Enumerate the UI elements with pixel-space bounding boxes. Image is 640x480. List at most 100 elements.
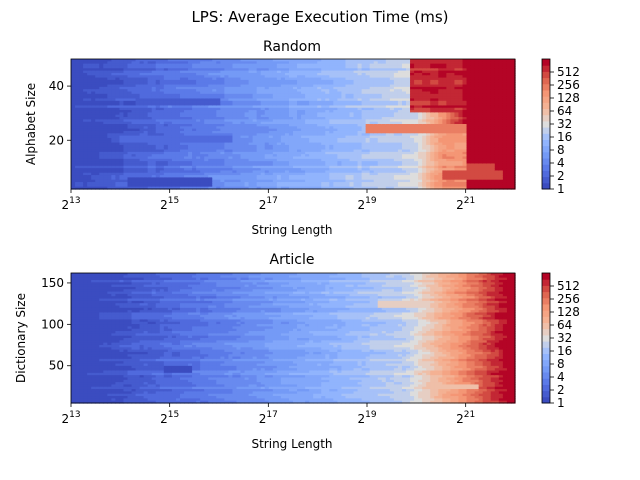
heatmap-cell xyxy=(305,156,310,160)
heatmap-cell xyxy=(272,133,278,137)
heatmap-cell xyxy=(135,110,141,113)
heatmap-cell xyxy=(155,75,161,79)
heatmap-cell xyxy=(393,77,399,81)
heatmap-cell xyxy=(406,119,411,123)
heatmap-cell xyxy=(410,59,415,62)
heatmap-cell xyxy=(103,93,108,97)
heatmap-cell xyxy=(422,156,427,160)
heatmap-cell xyxy=(87,170,92,174)
heatmap-cell xyxy=(389,65,395,69)
heatmap-cell xyxy=(317,156,322,160)
heatmap-cell xyxy=(284,110,290,113)
heatmap-cell xyxy=(107,163,112,167)
heatmap-cell xyxy=(75,156,80,160)
heatmap-cell xyxy=(103,154,108,158)
heatmap-cell xyxy=(329,70,334,74)
heatmap-cell xyxy=(276,130,282,134)
heatmap-cell xyxy=(349,130,355,134)
heatmap-cell xyxy=(103,163,108,167)
heatmap-cell xyxy=(216,128,221,132)
heatmap-cell xyxy=(406,140,411,144)
heatmap-cell xyxy=(389,98,395,102)
heatmap-cell xyxy=(410,149,415,153)
heatmap-cell xyxy=(284,168,290,172)
heatmap-cell xyxy=(385,68,391,72)
heatmap-cell xyxy=(313,130,318,134)
heatmap-cell xyxy=(95,163,100,167)
heatmap-cell xyxy=(284,112,290,116)
heatmap-cell xyxy=(353,163,359,167)
heatmap-cell xyxy=(309,184,314,188)
heatmap-cell xyxy=(111,70,116,74)
heatmap-cell xyxy=(293,149,298,153)
heatmap-cell xyxy=(397,144,403,148)
heatmap-cell xyxy=(204,100,209,104)
heatmap-cell xyxy=(115,79,121,83)
heatmap-cell xyxy=(87,86,92,90)
heatmap-cell xyxy=(353,100,359,104)
heatmap-cell xyxy=(123,59,129,62)
heatmap-cell xyxy=(401,117,407,120)
heatmap-cell xyxy=(297,179,302,183)
heatmap-cell xyxy=(349,70,355,74)
heatmap-cell xyxy=(305,161,310,165)
heatmap-cell xyxy=(414,117,419,120)
heatmap-cell xyxy=(91,137,96,141)
heatmap-cell xyxy=(111,184,116,188)
heatmap-cell xyxy=(147,186,153,190)
heatmap-cell xyxy=(220,100,225,104)
heatmap-cell xyxy=(188,110,193,113)
heatmap-cell xyxy=(200,61,205,65)
heatmap-cell xyxy=(171,68,177,72)
heatmap-cell xyxy=(268,75,274,79)
heatmap-cell xyxy=(123,154,129,158)
heatmap-cell xyxy=(268,130,274,134)
heatmap-cell xyxy=(83,96,88,100)
heatmap-cell xyxy=(159,103,165,107)
heatmap-cell xyxy=(280,63,286,67)
heatmap-cell xyxy=(83,89,88,93)
heatmap-cell xyxy=(272,151,278,155)
heatmap-cell xyxy=(232,121,238,125)
heatmap-cell xyxy=(418,96,423,100)
heatmap-cell xyxy=(179,93,185,97)
heatmap-cell xyxy=(163,182,169,185)
heatmap-cell xyxy=(401,140,407,144)
heatmap-cell xyxy=(418,79,423,83)
heatmap-cell xyxy=(99,100,104,104)
heatmap-cell xyxy=(220,93,225,97)
heatmap-cell xyxy=(317,61,322,65)
heatmap-cell xyxy=(301,179,306,183)
heatmap-cell xyxy=(260,179,266,183)
heatmap-cell xyxy=(248,89,254,93)
heatmap-cell xyxy=(369,68,375,72)
heatmap-cell xyxy=(381,170,387,174)
heatmap-cell xyxy=(389,89,395,93)
heatmap-cell xyxy=(147,137,153,141)
heatmap-cell xyxy=(91,182,96,185)
heatmap-cell xyxy=(143,68,149,72)
heatmap-cell xyxy=(313,144,318,148)
heatmap-cell xyxy=(196,105,201,109)
heatmap-cell xyxy=(406,59,411,62)
heatmap-cell xyxy=(284,114,290,118)
heatmap-cell xyxy=(196,130,201,134)
heatmap-cell xyxy=(313,124,318,127)
heatmap-cell xyxy=(208,151,213,155)
heatmap-cell xyxy=(301,84,306,88)
heatmap-cell xyxy=(385,110,391,113)
heatmap-cell xyxy=(377,144,383,148)
heatmap-cell xyxy=(280,126,286,130)
heatmap-cell xyxy=(264,158,270,162)
heatmap-cell xyxy=(333,165,338,169)
heatmap-cell xyxy=(418,172,423,176)
heatmap-cell xyxy=(357,147,363,151)
heatmap-cell xyxy=(401,110,407,113)
heatmap-cell xyxy=(123,112,129,116)
heatmap-cell xyxy=(220,147,225,151)
heatmap-cell xyxy=(228,133,234,137)
heatmap-cell xyxy=(196,59,201,62)
heatmap-cell xyxy=(389,100,395,104)
heatmap-cell xyxy=(127,177,133,181)
heatmap-cell xyxy=(361,175,367,178)
